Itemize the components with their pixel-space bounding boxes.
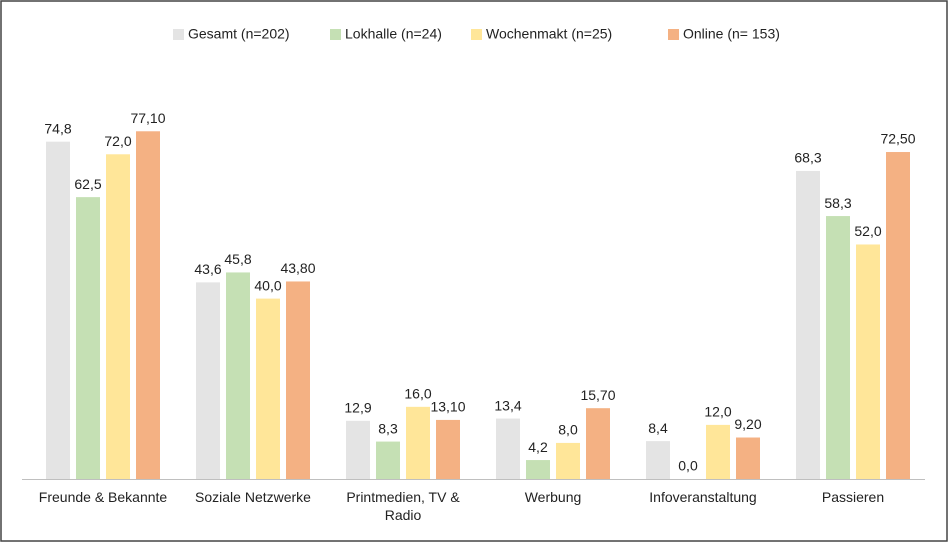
value-label: 45,8 bbox=[224, 251, 251, 267]
value-label: 62,5 bbox=[74, 176, 101, 192]
x-tick-label: Werbung bbox=[524, 489, 582, 505]
bar bbox=[886, 152, 910, 479]
legend-swatch bbox=[668, 29, 679, 40]
value-label: 74,8 bbox=[44, 120, 71, 136]
value-label: 43,80 bbox=[280, 260, 315, 276]
value-label: 12,9 bbox=[344, 400, 371, 416]
bar bbox=[496, 418, 520, 479]
bar bbox=[646, 441, 670, 479]
x-tick-label: Passieren bbox=[821, 489, 885, 505]
value-label: 58,3 bbox=[824, 195, 851, 211]
legend-label: Online (n= 153) bbox=[683, 26, 780, 42]
value-label: 43,6 bbox=[194, 261, 221, 277]
bar bbox=[226, 272, 250, 479]
bar bbox=[76, 197, 100, 479]
bar bbox=[436, 419, 460, 479]
bar bbox=[856, 244, 880, 479]
value-label: 40,0 bbox=[254, 277, 281, 293]
x-tick-label: Freunde & Bekannte bbox=[38, 489, 168, 505]
bar bbox=[826, 216, 850, 479]
value-label: 8,0 bbox=[558, 422, 578, 438]
legend-label: Gesamt (n=202) bbox=[188, 26, 290, 42]
value-label: 13,10 bbox=[430, 399, 465, 415]
bar bbox=[136, 131, 160, 480]
legend-label: Lokhalle (n=24) bbox=[345, 26, 442, 42]
value-label: 4,2 bbox=[528, 439, 548, 455]
x-tick-label: Printmedien, TV & Radio bbox=[346, 489, 460, 523]
bar bbox=[586, 408, 610, 479]
x-tick-label: Soziale Netzwerke bbox=[195, 489, 311, 505]
bar bbox=[46, 141, 70, 480]
value-label: 12,0 bbox=[704, 404, 731, 420]
bar bbox=[286, 281, 310, 479]
value-label: 13,4 bbox=[494, 397, 521, 413]
legend-swatch bbox=[471, 29, 482, 40]
legend-swatch bbox=[330, 29, 341, 40]
value-label: 0,0 bbox=[678, 458, 698, 474]
bar bbox=[736, 437, 760, 479]
bar bbox=[526, 460, 550, 479]
legend-swatch bbox=[173, 29, 184, 40]
value-label: 52,0 bbox=[854, 223, 881, 239]
value-label: 72,50 bbox=[880, 131, 915, 147]
bar bbox=[406, 406, 430, 479]
legend-label: Wochenmakt (n=25) bbox=[486, 26, 612, 42]
bar bbox=[796, 170, 820, 480]
bar bbox=[256, 298, 280, 479]
value-label: 8,4 bbox=[648, 420, 668, 436]
value-label: 16,0 bbox=[404, 386, 431, 402]
bar bbox=[706, 424, 730, 479]
bar bbox=[376, 441, 400, 479]
value-label: 68,3 bbox=[794, 150, 821, 166]
bar bbox=[106, 154, 130, 479]
value-label: 77,10 bbox=[130, 110, 165, 126]
value-label: 15,70 bbox=[580, 387, 615, 403]
value-label: 8,3 bbox=[378, 420, 398, 436]
bar bbox=[556, 442, 580, 479]
x-tick-label: Infoveranstaltung bbox=[649, 489, 757, 505]
bar bbox=[346, 420, 370, 479]
value-label: 9,20 bbox=[734, 416, 761, 432]
value-label: 72,0 bbox=[104, 133, 131, 149]
bar bbox=[196, 282, 220, 479]
